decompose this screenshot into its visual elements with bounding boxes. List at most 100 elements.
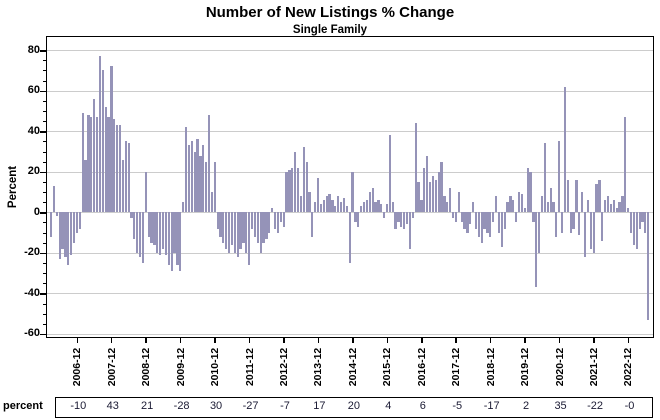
y-tick-label: -20 <box>24 246 40 259</box>
table-cell: -27 <box>242 400 259 412</box>
bar <box>480 212 483 243</box>
bar <box>90 117 93 213</box>
x-axis-tick <box>627 337 630 343</box>
bar <box>67 212 70 266</box>
x-axis-tick <box>214 337 216 343</box>
y-axis-minor-tick <box>42 60 46 62</box>
bar <box>242 212 245 243</box>
bar <box>380 204 383 213</box>
bar <box>294 151 297 213</box>
x-axis-tick <box>489 337 492 343</box>
bar <box>578 212 581 235</box>
bar <box>555 212 558 237</box>
x-axis-tick <box>593 337 595 343</box>
bar <box>405 212 409 225</box>
bar <box>451 212 455 219</box>
bar <box>55 212 58 217</box>
bar <box>523 208 526 213</box>
bar <box>345 206 348 213</box>
y-axis-major-tick <box>40 90 46 93</box>
y-axis-minor-tick <box>42 161 46 163</box>
bar <box>78 212 81 229</box>
bar <box>207 115 211 213</box>
bar <box>130 212 133 219</box>
bar <box>647 212 650 320</box>
bar <box>116 125 119 213</box>
bar <box>638 212 641 229</box>
bar <box>474 212 478 229</box>
y-tick-label: 0 <box>33 205 40 218</box>
bar <box>227 212 231 253</box>
bar <box>540 196 544 213</box>
bar <box>535 212 538 288</box>
bar <box>93 98 96 213</box>
bar <box>164 212 168 255</box>
y-axis-minor-tick <box>42 222 46 224</box>
y-axis-minor-tick <box>42 242 46 244</box>
bar <box>428 181 432 213</box>
bar <box>299 196 302 213</box>
y-tick-label: 80 <box>27 43 40 56</box>
bar <box>81 113 84 213</box>
x-tick-label: 2013-12 <box>312 347 325 387</box>
x-tick-label: 2019-12 <box>519 347 532 387</box>
bar <box>368 192 371 213</box>
bar <box>586 200 590 213</box>
bar <box>150 212 153 243</box>
x-axis-tick <box>248 337 251 343</box>
bar <box>483 212 486 229</box>
bar <box>262 212 265 243</box>
bar <box>248 212 251 266</box>
bar <box>210 192 213 213</box>
table-cell: 6 <box>419 400 426 412</box>
y-tick-label: 40 <box>27 124 40 137</box>
gridline <box>47 293 653 295</box>
chart-subtitle: Single Family <box>292 24 368 36</box>
bar <box>365 200 369 213</box>
bar <box>420 200 423 213</box>
bar <box>431 175 435 213</box>
x-tick-label: 2022-12 <box>622 347 635 387</box>
bar <box>141 212 145 263</box>
bar <box>417 181 420 213</box>
x-axis-tick <box>455 337 457 343</box>
x-axis-tick <box>76 337 79 343</box>
bar <box>377 200 380 213</box>
gridline <box>47 333 653 335</box>
bar <box>331 200 334 213</box>
plot-area <box>46 36 654 338</box>
bar <box>437 171 440 213</box>
bar <box>506 202 509 213</box>
bar <box>604 200 607 213</box>
y-axis-minor-tick <box>42 192 46 194</box>
bar <box>362 202 366 213</box>
bar <box>182 202 185 213</box>
table-cell: 21 <box>141 400 154 412</box>
bar <box>222 212 225 243</box>
bar <box>205 161 208 213</box>
bar <box>285 171 288 213</box>
bar <box>199 155 202 213</box>
bar <box>153 212 156 245</box>
bar <box>575 179 578 213</box>
bar <box>250 212 254 229</box>
summary-table: -10 43 21 -28 30 -27 -7 17 20 4 6 -5 -17 2 35 -22 -0 <box>55 397 653 418</box>
bar <box>50 212 53 237</box>
x-tick-label: 2018-12 <box>484 347 497 387</box>
bar <box>635 212 638 249</box>
bar <box>276 212 280 233</box>
bar <box>360 206 363 213</box>
bar <box>107 117 110 213</box>
bar <box>492 212 495 223</box>
bar <box>167 212 170 266</box>
y-axis-minor-tick <box>42 151 46 153</box>
bar <box>440 161 443 213</box>
bar <box>138 212 142 257</box>
y-axis-major-tick <box>40 252 46 255</box>
bar <box>569 212 572 233</box>
bar <box>394 212 397 229</box>
bar <box>230 212 234 245</box>
bar <box>176 212 179 266</box>
bar <box>319 204 323 213</box>
bar <box>385 204 389 213</box>
